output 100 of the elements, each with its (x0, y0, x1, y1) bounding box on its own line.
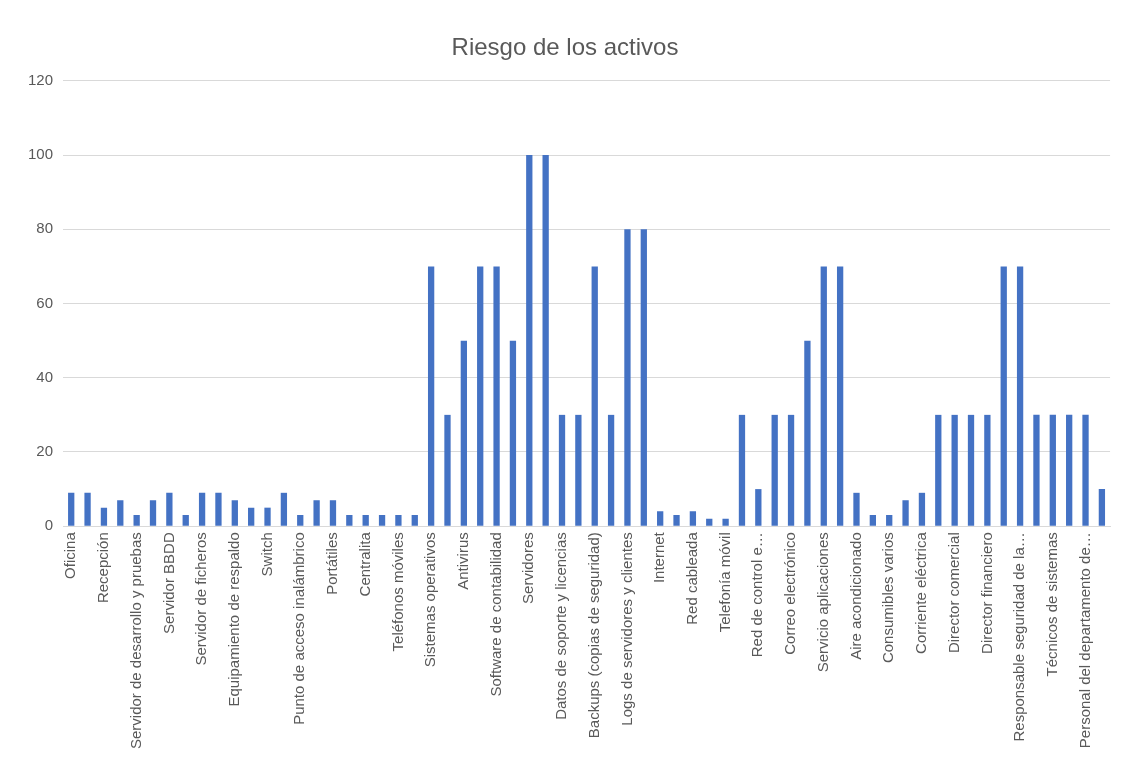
bar (918, 492, 926, 526)
bar (951, 414, 958, 526)
bar (477, 266, 484, 526)
x-tick-label: Correo electrónico (781, 532, 799, 655)
bar (1066, 414, 1073, 526)
x-tick-label: Red cableada (683, 531, 701, 625)
bar (329, 500, 337, 526)
bar (395, 515, 402, 526)
bar (967, 414, 975, 526)
x-tick-label: Sistemas operativos (421, 532, 439, 668)
bar (248, 507, 255, 526)
x-tick-label: Teléfonos móviles (388, 532, 406, 652)
bar (68, 492, 75, 526)
x-tick-label: Antivirus (453, 532, 471, 590)
bar (1049, 414, 1056, 526)
bar (886, 515, 893, 526)
bar (542, 155, 549, 526)
x-tick-label: Equipamiento de respaldo (224, 532, 242, 707)
x-tick-label: Portátiles (323, 532, 341, 595)
x-tick-label: Servidores (519, 532, 537, 604)
bar (182, 515, 189, 526)
x-tick-label: Datos de soporte y licencias (552, 532, 570, 720)
y-tick-label: 40 (36, 367, 54, 385)
x-tick-label: Servidor de ficheros (192, 532, 210, 666)
bar (444, 414, 451, 526)
bar (1033, 414, 1040, 526)
bar (853, 492, 860, 526)
bar (526, 155, 533, 526)
bar (166, 492, 173, 526)
x-tick-label: Responsable seguridad de la… (1010, 532, 1028, 742)
bar (460, 340, 467, 526)
bar (591, 266, 598, 526)
bar (836, 266, 844, 526)
x-tick-label: Red de control e… (748, 532, 766, 658)
chart-title: Riesgo de los activos (451, 33, 679, 61)
bar (84, 492, 91, 526)
x-tick-label: Aire acondicionado (846, 532, 864, 660)
x-tick-label: Software de contabilidad (486, 532, 504, 697)
bar (575, 414, 582, 526)
bar (984, 414, 991, 526)
x-tick-label: Director financiero (977, 532, 995, 654)
x-tick-label: Técnicos de sistemas (1042, 532, 1060, 677)
y-tick-label: 100 (28, 145, 54, 163)
bar (738, 414, 746, 526)
bar (264, 507, 271, 526)
bar (149, 500, 157, 526)
x-tick-label: Corriente eléctrica (912, 531, 930, 654)
bar (117, 500, 124, 526)
x-tick-label: Backups (copias de seguridad) (584, 532, 602, 739)
y-tick-label: 80 (36, 219, 54, 237)
bar (231, 500, 238, 526)
y-tick-label: 60 (36, 293, 54, 311)
bar (215, 492, 222, 526)
bar (755, 489, 762, 526)
bar (313, 500, 320, 526)
bar (804, 340, 811, 526)
bar (1082, 414, 1089, 526)
bar (706, 518, 713, 526)
y-tick-label: 0 (44, 516, 54, 534)
bar (787, 414, 795, 526)
bar (673, 515, 680, 526)
bar (902, 500, 909, 526)
bar (100, 507, 108, 526)
bar (869, 515, 876, 526)
x-tick-label: Switch (257, 532, 275, 577)
bar (657, 511, 664, 526)
x-tick-label: Internet (650, 531, 668, 584)
bar (133, 515, 140, 526)
x-tick-label: Director comercial (944, 532, 962, 654)
bar (509, 340, 517, 526)
bar (771, 414, 778, 526)
bar (1000, 266, 1007, 526)
bar (558, 414, 566, 526)
x-tick-label: Servidor BBDD (159, 532, 177, 634)
bar (820, 266, 827, 526)
x-tick-label: Centralita (355, 531, 373, 597)
bar (346, 515, 353, 526)
y-tick-label: 120 (28, 70, 54, 88)
bar (362, 515, 369, 526)
x-tick-label: Punto de acceso inalámbrico (290, 532, 308, 725)
y-tick-label: 20 (36, 442, 54, 460)
x-tick-label: Servidor de desarrollo y pruebas (126, 532, 144, 750)
bar (722, 518, 729, 526)
bar (297, 515, 304, 526)
bar (640, 229, 647, 526)
bar (607, 414, 615, 526)
bar (378, 515, 386, 526)
bar (689, 511, 697, 526)
bar (427, 266, 435, 526)
bar (1016, 266, 1024, 526)
bar (624, 229, 631, 526)
x-tick-label: Logs de servidores y clientes (617, 532, 635, 726)
x-tick-label: Oficina (61, 531, 79, 579)
bar (493, 266, 500, 526)
x-tick-label: Servicio aplicaciones (813, 532, 831, 673)
bar (198, 492, 206, 526)
bar (935, 414, 942, 526)
x-tick-label: Personal del departamento de… (1075, 532, 1093, 749)
bar (411, 515, 418, 526)
bar (1098, 489, 1106, 526)
